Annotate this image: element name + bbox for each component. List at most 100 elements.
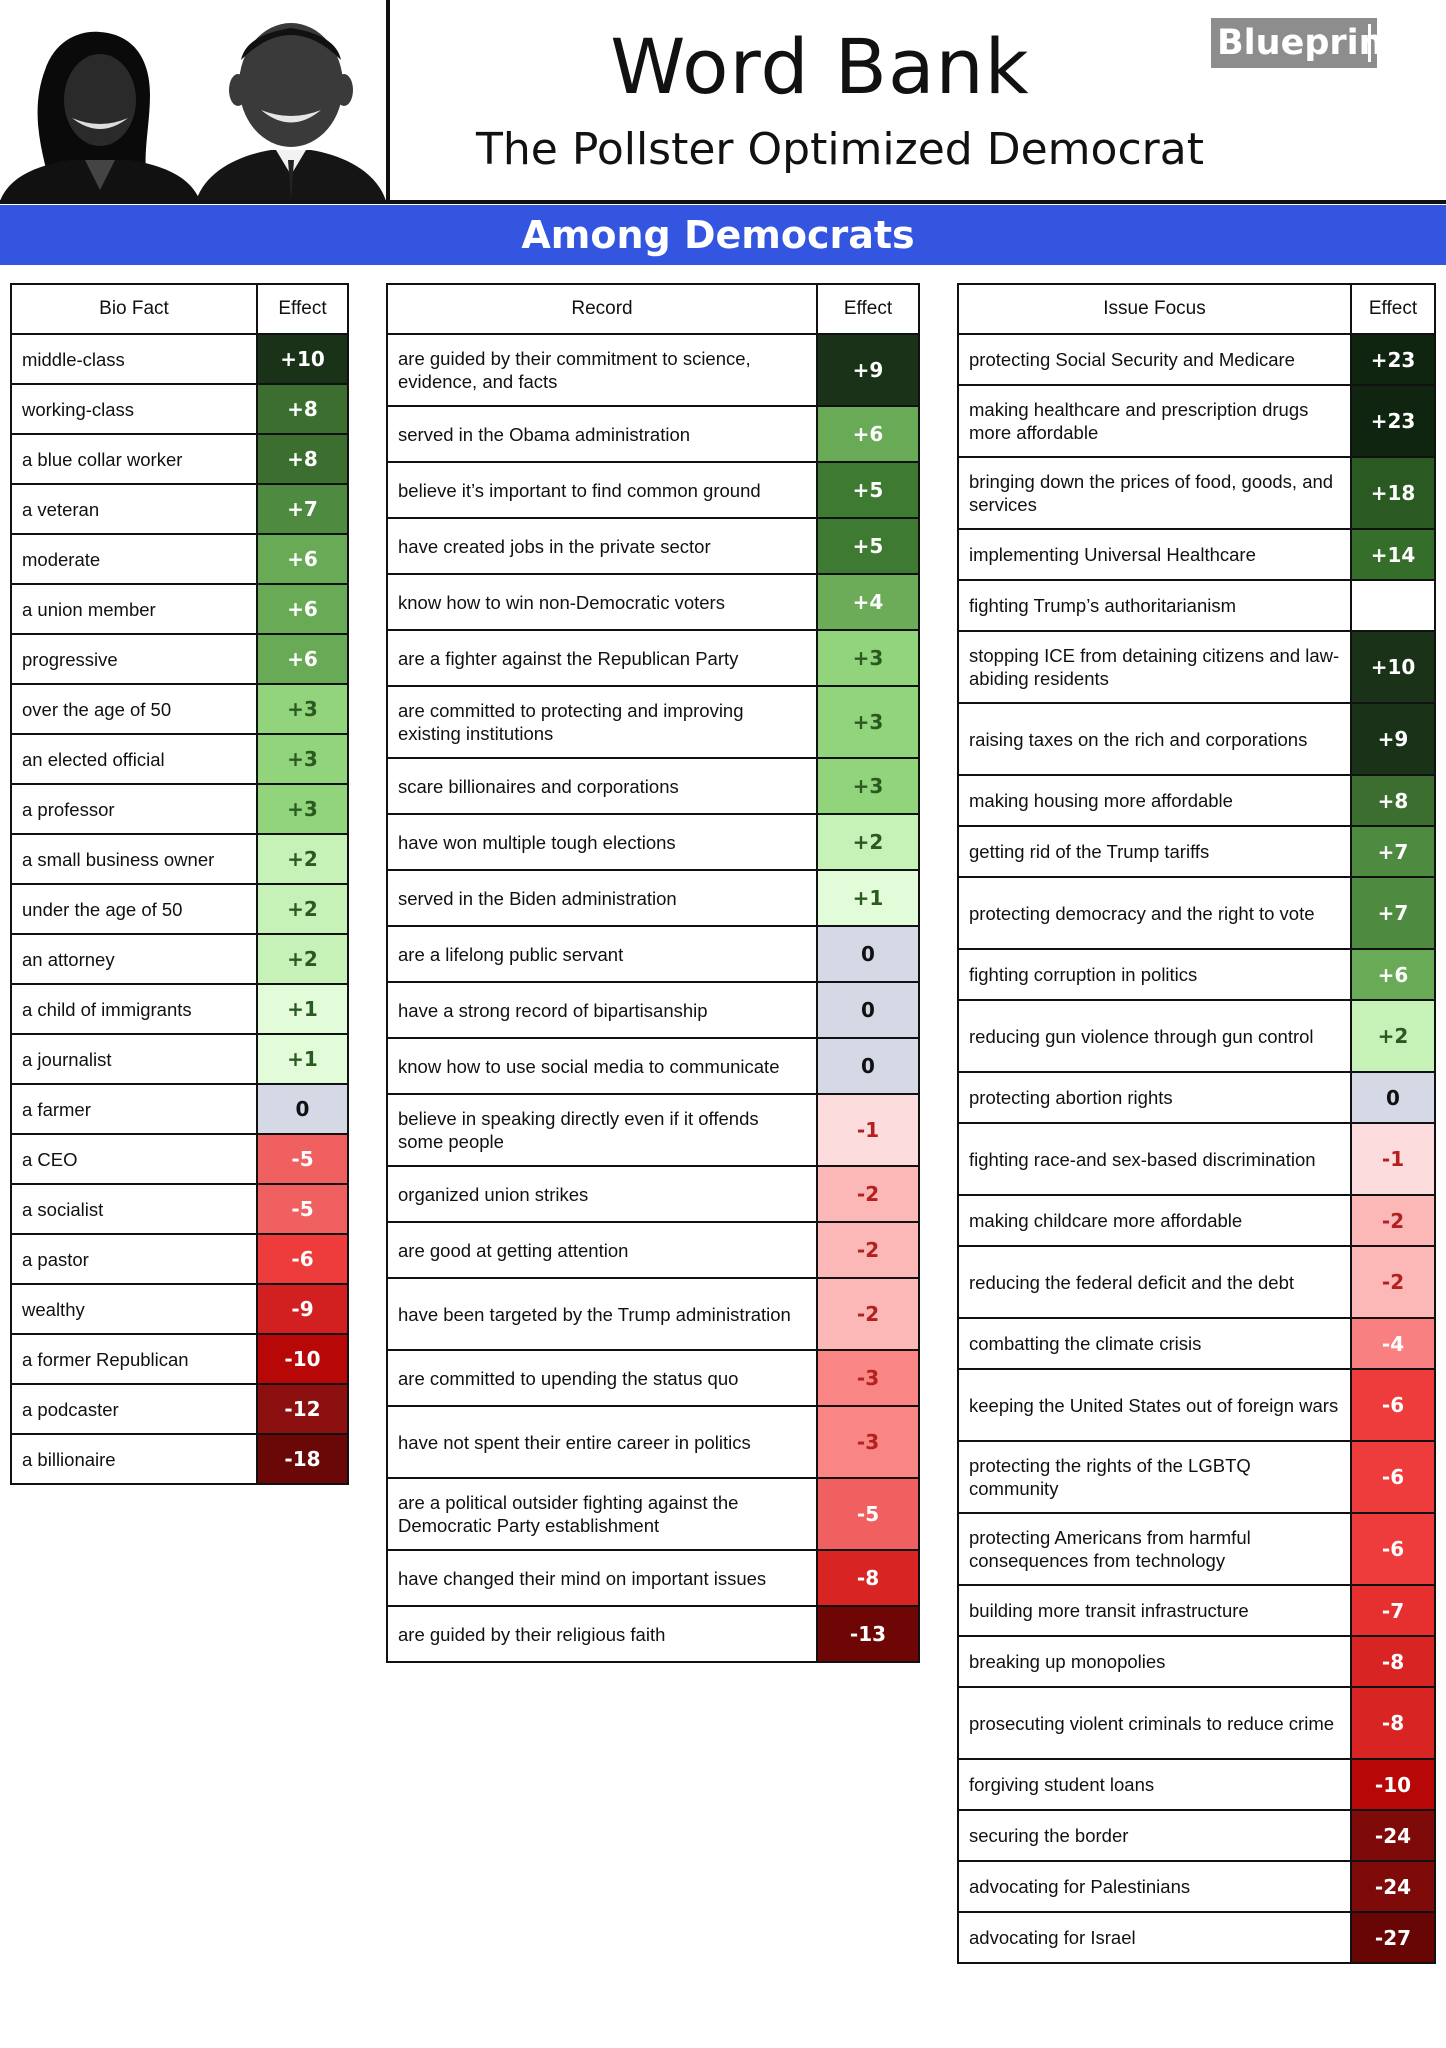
row-label: working-class xyxy=(10,383,258,435)
row-effect: +7 xyxy=(1350,825,1436,878)
table-row: believe it’s important to find common gr… xyxy=(386,461,920,519)
man-portrait-icon xyxy=(196,23,386,201)
row-label: are a lifelong public servant xyxy=(386,925,818,983)
row-label: a CEO xyxy=(10,1133,258,1185)
row-effect: -3 xyxy=(816,1349,920,1407)
row-label: under the age of 50 xyxy=(10,883,258,935)
table-row: working-class +8 xyxy=(10,383,349,435)
table-header-row: Bio Fact Effect xyxy=(10,283,349,335)
table-row: under the age of 50 +2 xyxy=(10,883,349,935)
table-row: getting rid of the Trump tariffs +7 xyxy=(957,825,1436,878)
row-label: are a political outsider fighting agains… xyxy=(386,1477,818,1551)
row-label: stopping ICE from detaining citizens and… xyxy=(957,630,1352,704)
row-label: are committed to upending the status quo xyxy=(386,1349,818,1407)
row-effect: +6 xyxy=(256,583,349,635)
row-effect: -10 xyxy=(1350,1758,1436,1811)
table-row: are good at getting attention -2 xyxy=(386,1221,920,1279)
table-row: fighting corruption in politics +6 xyxy=(957,948,1436,1001)
header: Word Bank The Pollster Optimized Democra… xyxy=(0,0,1446,205)
row-label: protecting democracy and the right to vo… xyxy=(957,876,1352,950)
row-effect: +6 xyxy=(816,405,920,463)
row-effect: -5 xyxy=(256,1183,349,1235)
table-row: making childcare more affordable -2 xyxy=(957,1194,1436,1247)
table-row: progressive +6 xyxy=(10,633,349,685)
table-row: an elected official +3 xyxy=(10,733,349,785)
row-label: protecting Americans from harmful conseq… xyxy=(957,1512,1352,1586)
row-effect: -13 xyxy=(816,1605,920,1663)
column-header-label: Issue Focus xyxy=(957,283,1352,335)
table-row: have won multiple tough elections +2 xyxy=(386,813,920,871)
row-label: a pastor xyxy=(10,1233,258,1285)
table-row: have changed their mind on important iss… xyxy=(386,1549,920,1607)
row-effect: +11 xyxy=(1350,579,1436,632)
row-effect: +3 xyxy=(816,757,920,815)
row-effect: +7 xyxy=(256,483,349,535)
table-row: over the age of 50 +3 xyxy=(10,683,349,735)
table-row: believe in speaking directly even if it … xyxy=(386,1093,920,1167)
row-label: a professor xyxy=(10,783,258,835)
row-effect: +5 xyxy=(816,517,920,575)
table-row: are a fighter against the Republican Par… xyxy=(386,629,920,687)
row-effect: -6 xyxy=(1350,1512,1436,1586)
row-effect: -2 xyxy=(816,1221,920,1279)
table-row: making healthcare and prescription drugs… xyxy=(957,384,1436,458)
table-row: a podcaster -12 xyxy=(10,1383,349,1435)
row-label: have won multiple tough elections xyxy=(386,813,818,871)
table-row: are a political outsider fighting agains… xyxy=(386,1477,920,1551)
row-label: are guided by their religious faith xyxy=(386,1605,818,1663)
row-effect: 0 xyxy=(816,1037,920,1095)
row-label: reducing the federal deficit and the deb… xyxy=(957,1245,1352,1319)
row-effect: +2 xyxy=(256,933,349,985)
table-row: implementing Universal Healthcare +14 xyxy=(957,528,1436,581)
row-label: a billionaire xyxy=(10,1433,258,1485)
table-row: scare billionaires and corporations +3 xyxy=(386,757,920,815)
row-label: moderate xyxy=(10,533,258,585)
table-row: a professor +3 xyxy=(10,783,349,835)
row-label: progressive xyxy=(10,633,258,685)
row-label: a podcaster xyxy=(10,1383,258,1435)
page-subtitle: The Pollster Optimized Democrat xyxy=(476,124,1204,175)
row-effect: -6 xyxy=(1350,1440,1436,1514)
row-effect: -24 xyxy=(1350,1860,1436,1913)
table-row: prosecuting violent criminals to reduce … xyxy=(957,1686,1436,1760)
row-label: believe in speaking directly even if it … xyxy=(386,1093,818,1167)
row-effect: 0 xyxy=(256,1083,349,1135)
column-header-label: Record xyxy=(386,283,818,335)
table-row: making housing more affordable +8 xyxy=(957,774,1436,827)
row-effect: +4 xyxy=(816,573,920,631)
table-row: protecting abortion rights 0 xyxy=(957,1071,1436,1124)
blueprint-logo: Blueprint xyxy=(1211,18,1400,68)
woman-portrait-icon xyxy=(0,31,200,201)
table-row: a former Republican -10 xyxy=(10,1333,349,1385)
section-banner: Among Democrats xyxy=(0,205,1446,265)
row-label: have created jobs in the private sector xyxy=(386,517,818,575)
table-row: protecting Americans from harmful conseq… xyxy=(957,1512,1436,1586)
row-label: have changed their mind on important iss… xyxy=(386,1549,818,1607)
row-effect: -12 xyxy=(256,1383,349,1435)
table-row: are a lifelong public servant 0 xyxy=(386,925,920,983)
row-effect: 0 xyxy=(816,925,920,983)
row-effect: -4 xyxy=(1350,1317,1436,1370)
table-row: stopping ICE from detaining citizens and… xyxy=(957,630,1436,704)
table-row: breaking up monopolies -8 xyxy=(957,1635,1436,1688)
table-row: have created jobs in the private sector +… xyxy=(386,517,920,575)
row-effect: +3 xyxy=(816,629,920,687)
row-effect: -2 xyxy=(1350,1194,1436,1247)
page-title: Word Bank xyxy=(610,22,1030,111)
table-row: protecting the rights of the LGBTQ commu… xyxy=(957,1440,1436,1514)
row-label: bringing down the prices of food, goods,… xyxy=(957,456,1352,530)
row-effect: -8 xyxy=(1350,1635,1436,1688)
row-label: combatting the climate crisis xyxy=(957,1317,1352,1370)
table-row: a blue collar worker +8 xyxy=(10,433,349,485)
table-row: forgiving student loans -10 xyxy=(957,1758,1436,1811)
table-row: organized union strikes -2 xyxy=(386,1165,920,1223)
row-effect: +3 xyxy=(256,783,349,835)
column-header-effect: Effect xyxy=(816,283,920,335)
row-effect: -6 xyxy=(256,1233,349,1285)
table-row: a union member +6 xyxy=(10,583,349,635)
row-label: advocating for Palestinians xyxy=(957,1860,1352,1913)
table-row: served in the Biden administration +1 xyxy=(386,869,920,927)
row-effect: -27 xyxy=(1350,1911,1436,1964)
table-row: moderate +6 xyxy=(10,533,349,585)
row-effect: +3 xyxy=(256,733,349,785)
